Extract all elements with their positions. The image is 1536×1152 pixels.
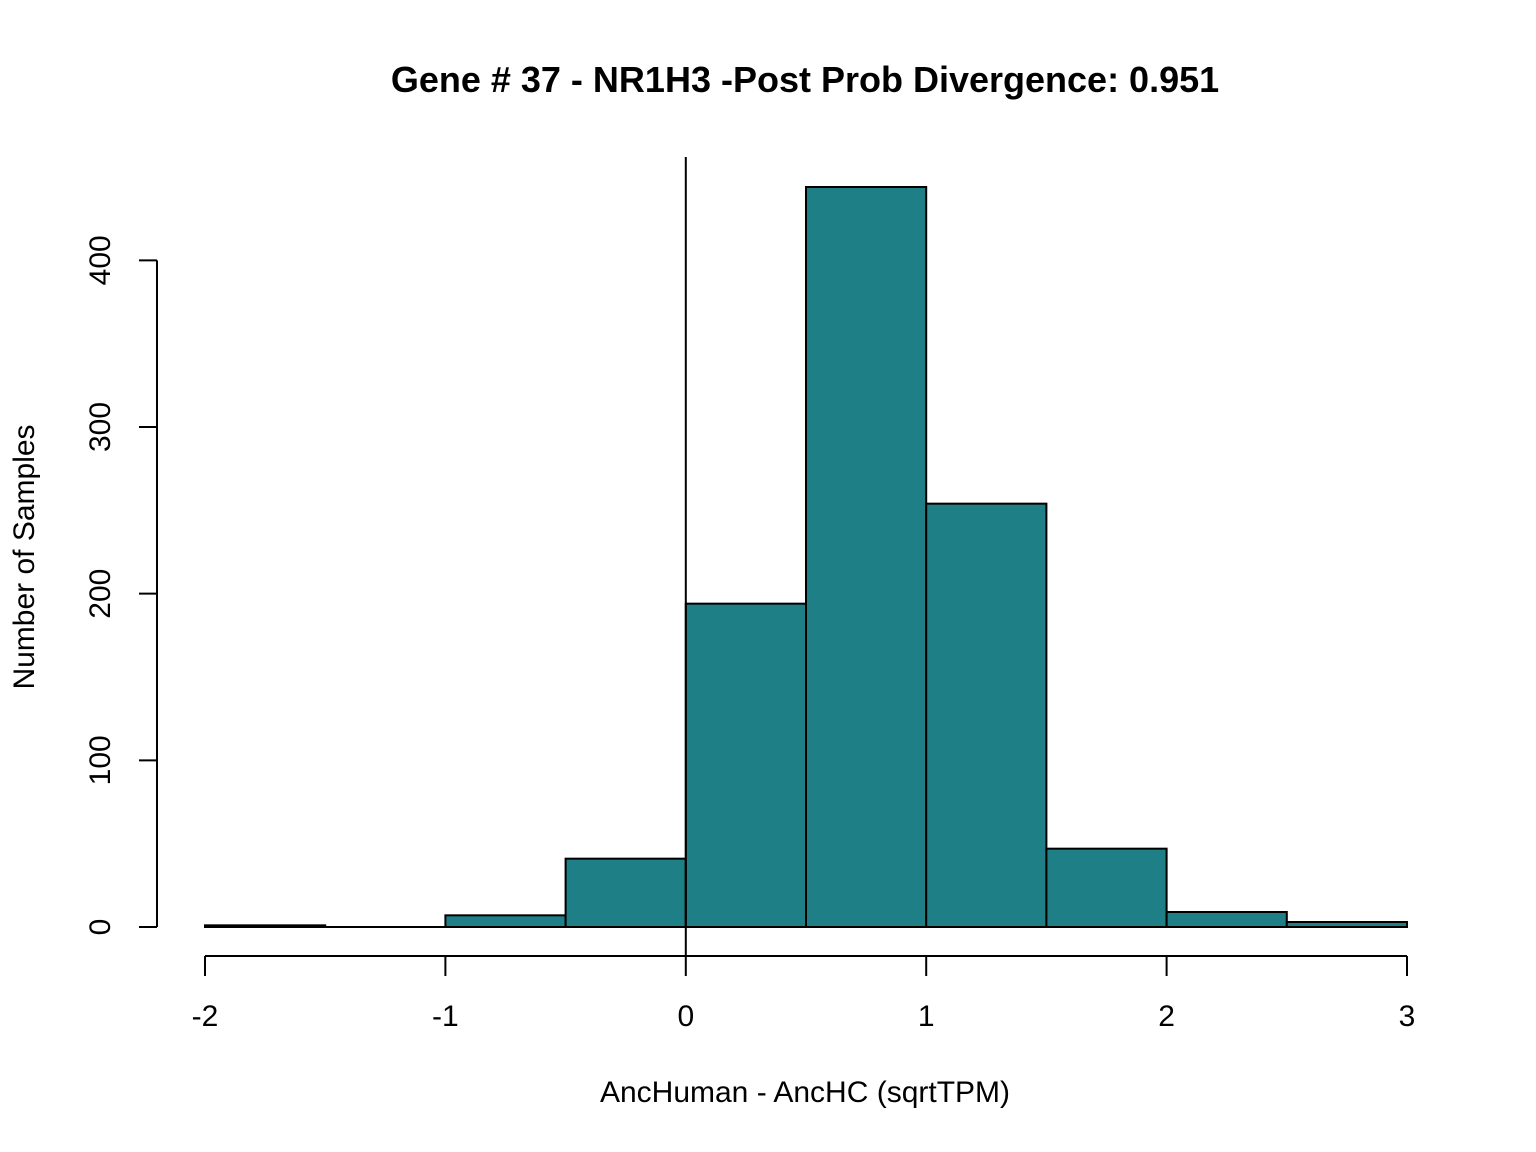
histogram-bar-9 [1285,921,1409,928]
y-tick-label-3: 300 [84,402,117,452]
x-tick-label-5: 3 [1399,1000,1416,1033]
histogram-bar-2 [444,914,567,928]
histogram-bar-3 [564,857,687,929]
histogram-bar-4 [684,602,807,929]
histogram-bar-7 [1045,847,1168,929]
y-tick-label-0: 0 [84,919,117,936]
histogram-bar-6 [925,502,1048,928]
x-axis: -2 -1 0 1 2 3 [192,955,1416,1033]
y-axis-label: Number of Samples [8,424,41,689]
histogram-bar-0 [204,924,327,928]
x-tick-label-0: -2 [192,1000,219,1033]
y-axis: 0 100 200 300 400 [84,235,158,936]
histogram-bar-5 [805,186,928,928]
x-tick-label-1: -1 [432,1000,459,1033]
y-tick-label-1: 100 [84,735,117,785]
x-tick-label-4: 2 [1158,1000,1175,1033]
bars-group [204,186,1409,929]
y-tick-label-2: 200 [84,569,117,619]
x-tick-label-2: 0 [677,1000,694,1033]
histogram-bar-8 [1165,911,1288,928]
x-axis-label: AncHuman - AncHC (sqrtTPM) [600,1076,1010,1109]
x-tick-label-3: 1 [918,1000,935,1033]
y-tick-label-4: 400 [84,235,117,285]
chart-title: Gene # 37 - NR1H3 -Post Prob Divergence:… [391,59,1219,100]
